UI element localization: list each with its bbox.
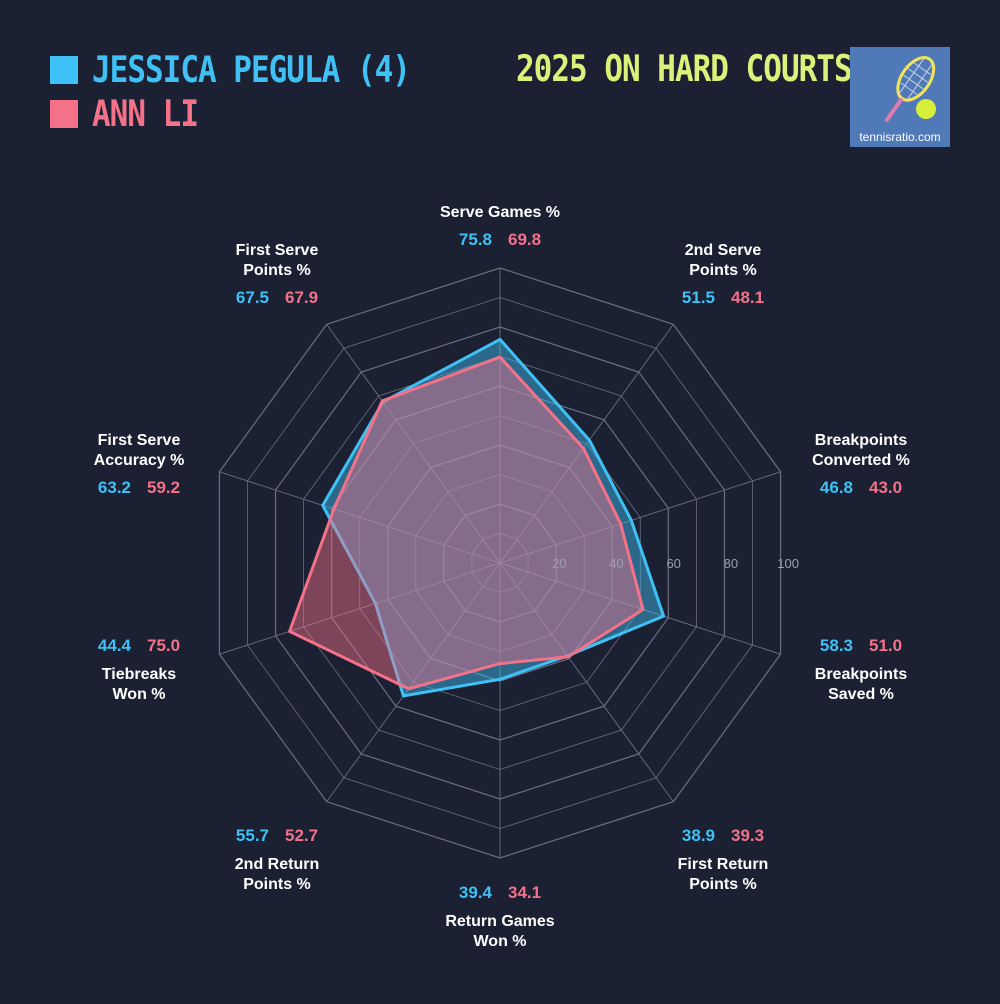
- axis-label: 2nd Return Points %: [234, 856, 320, 893]
- grid-spoke: [326, 324, 501, 564]
- value-label-pegula: 58.3: [819, 636, 853, 655]
- value-label-li: 48.1: [731, 288, 765, 307]
- value-label-pegula: 75.8: [458, 230, 492, 249]
- value-label-li: 39.3: [731, 826, 765, 845]
- radial-tick-label: 20: [552, 556, 566, 571]
- axis-value-row: 44.4 75.0: [39, 636, 239, 656]
- chart-title: 2025 ON HARD COURTS: [516, 48, 853, 91]
- value-label-li: 69.8: [508, 230, 542, 249]
- axis-label: First Return Points %: [677, 856, 769, 893]
- legend-label-pegula: JESSICA PEGULA (4): [92, 48, 411, 92]
- axis-value-row: 67.5 67.9: [177, 288, 377, 308]
- radial-tick-label: 40: [609, 556, 623, 571]
- grid-spoke: [219, 562, 501, 655]
- legend-label-li: ANN LI: [92, 92, 199, 136]
- axis-label: Return Games Won %: [445, 913, 555, 950]
- value-label-li: 75.0: [147, 636, 181, 655]
- legend-swatch-li: [50, 100, 78, 128]
- axis-label: 2nd Serve Points %: [684, 242, 762, 279]
- axis-label: Breakpoints Converted %: [812, 432, 910, 469]
- value-label-pegula: 44.4: [97, 636, 131, 655]
- radial-tick-label: 100: [777, 556, 799, 571]
- series-polygon-li: [288, 355, 645, 691]
- legend: JESSICA PEGULA (4) ANN LI: [50, 48, 411, 136]
- grid-spoke: [499, 471, 781, 564]
- tennis-racket-ball-icon: [850, 47, 950, 147]
- value-label-pegula: 46.8: [819, 478, 853, 497]
- axis-value-row: 58.3 51.0: [761, 636, 961, 656]
- value-label-li: 34.1: [508, 883, 542, 902]
- legend-swatch-pegula: [50, 56, 78, 84]
- radial-tick-label: 60: [666, 556, 680, 571]
- value-label-li: 52.7: [285, 826, 319, 845]
- value-label-pegula: 55.7: [235, 826, 269, 845]
- grid-spoke: [499, 562, 674, 802]
- axis-label: Breakpoints Saved %: [814, 666, 908, 703]
- axis-value-row: 39.4 34.1: [400, 883, 600, 903]
- grid-spoke: [499, 324, 674, 564]
- value-label-pegula: 38.9: [681, 826, 715, 845]
- radial-tick-label: 80: [724, 556, 738, 571]
- value-label-pegula: 39.4: [458, 883, 492, 902]
- radar-grid: [218, 267, 782, 859]
- series-polygon-pegula: [321, 337, 666, 698]
- grid-spoke: [219, 471, 501, 564]
- axis-value-row: 55.7 52.7: [177, 826, 377, 846]
- axis-value-row: 38.9 39.3: [623, 826, 823, 846]
- axis-value-row: 51.5 48.1: [623, 288, 823, 308]
- value-label-li: 51.0: [869, 636, 903, 655]
- legend-item-pegula: JESSICA PEGULA (4): [50, 48, 411, 92]
- grid-spoke: [326, 562, 501, 802]
- axis-label: First Serve Accuracy %: [93, 432, 185, 469]
- axis-value-row: 75.8 69.8: [400, 230, 600, 250]
- value-label-li: 59.2: [147, 478, 181, 497]
- value-label-pegula: 67.5: [235, 288, 269, 307]
- value-label-pegula: 63.2: [97, 478, 131, 497]
- grid-spoke: [499, 562, 781, 655]
- tennisratio-logo[interactable]: tennisratio.com: [850, 47, 950, 147]
- value-label-li: 43.0: [869, 478, 903, 497]
- value-label-pegula: 51.5: [681, 288, 715, 307]
- axis-label: Serve Games %: [439, 204, 561, 221]
- axis-label: First Serve Points %: [235, 242, 319, 279]
- value-label-li: 67.9: [285, 288, 319, 307]
- legend-item-li: ANN LI: [50, 92, 410, 136]
- axis-value-row: 46.8 43.0: [761, 478, 961, 498]
- radar-tick-labels: 20 40 60 80 100: [552, 556, 799, 571]
- axis-label: Tiebreaks Won %: [101, 666, 177, 703]
- logo-text: tennisratio.com: [859, 130, 941, 144]
- radar-series: [288, 337, 666, 698]
- axis-value-row: 63.2 59.2: [39, 478, 239, 498]
